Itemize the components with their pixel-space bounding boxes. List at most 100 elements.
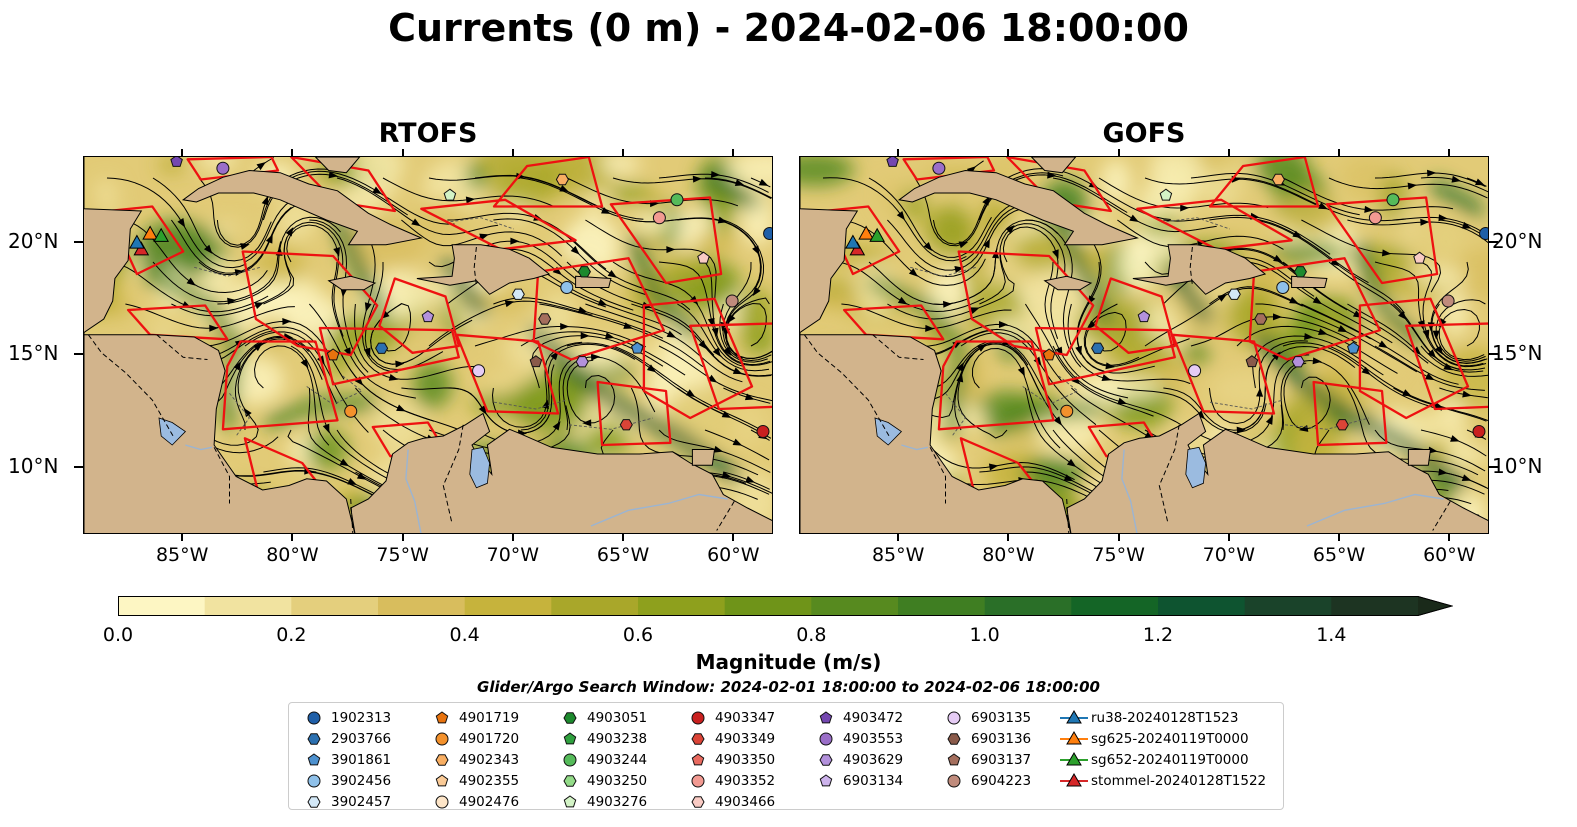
legend-marker-shape (307, 733, 321, 745)
lon-tick-label: 85°W (871, 544, 925, 566)
legend-marker-shape (819, 711, 833, 724)
panel-title-gofs: GOFS (1102, 118, 1186, 149)
legend-label: 4902476 (459, 793, 520, 810)
axis-tick-mark (1489, 240, 1498, 243)
legend-item: 6903137 (937, 749, 1031, 770)
legend-marker-shape (819, 732, 833, 746)
lat-tick-label: 20°N (8, 228, 59, 253)
legend-marker-shape (947, 711, 961, 725)
colorbar-segment (551, 596, 639, 616)
legend-label: 4901720 (459, 730, 520, 747)
argo-float-marker (1137, 310, 1151, 323)
axis-tick-mark (622, 149, 625, 156)
legend-item: 4903051 (553, 707, 647, 728)
legend-marker-shape (691, 733, 705, 745)
argo-float-marker (1091, 342, 1105, 354)
legend-marker-icon (297, 770, 331, 791)
legend-item: 6903136 (937, 728, 1031, 749)
colorbar-segment (291, 596, 379, 616)
argo-float-marker (170, 157, 183, 167)
legend-label: 4903276 (587, 793, 648, 810)
legend-marker-icon (297, 707, 331, 728)
legend-label: 4903466 (715, 793, 776, 810)
argo-float-marker (1042, 348, 1056, 361)
legend-marker-icon (937, 707, 971, 728)
glider-marker (153, 227, 170, 242)
colorbar-segment (378, 596, 466, 616)
legend-item: 4902476 (425, 791, 519, 812)
axis-tick-mark (291, 534, 294, 541)
argo-float-marker (555, 173, 569, 186)
legend-item: 4903350 (681, 749, 775, 770)
legend-marker-icon (297, 791, 331, 812)
legend-label: 4903238 (587, 730, 648, 747)
legend-marker-icon (937, 749, 971, 770)
legend-marker-shape (947, 753, 961, 766)
legend-label: stommel-20240128T1522 (1091, 772, 1267, 789)
legend-label: 6903137 (971, 751, 1032, 768)
legend-column: 4903472 4903553 4903629 6903134 (809, 707, 903, 791)
legend-marker-shape (563, 795, 577, 808)
legend-label: 6903134 (843, 772, 904, 789)
legend-label: 4903349 (715, 730, 776, 747)
axis-tick-mark (1227, 149, 1230, 156)
argo-float-marker (1479, 227, 1488, 240)
legend-item: ru38-20240128T1523 (1057, 707, 1266, 728)
legend-label: 3901861 (331, 751, 392, 768)
legend-label: 4903350 (715, 751, 776, 768)
legend-marker-shape (691, 796, 705, 808)
argo-float-marker (1188, 364, 1202, 378)
axis-tick-mark (74, 465, 83, 468)
legend-label: 4903629 (843, 751, 904, 768)
legend-marker-icon (553, 707, 587, 728)
legend-item: stommel-20240128T1522 (1057, 770, 1266, 791)
axis-tick-mark (1117, 149, 1120, 156)
colorbar-segment (724, 596, 812, 616)
legend-marker-shape (435, 711, 449, 724)
legend-marker-icon (425, 707, 459, 728)
axis-tick-mark (1007, 534, 1010, 541)
argo-float-marker (619, 419, 633, 431)
colorbar-segment (811, 596, 899, 616)
axis-tick-mark (1117, 534, 1120, 541)
argo-float-marker (421, 310, 435, 323)
glider-marker (845, 234, 861, 249)
legend-title: Glider/Argo Search Window: 2024-02-01 18… (477, 678, 1100, 696)
colorbar-segment (464, 596, 552, 616)
legend-marker-shape (819, 754, 833, 766)
legend-item: 4903244 (553, 749, 647, 770)
glider-marker (142, 225, 158, 240)
legend-item: sg625-20240119T0000 (1057, 728, 1266, 749)
colorbar-scale (118, 596, 1454, 616)
legend-marker-icon (297, 728, 331, 749)
legend-item: 4903352 (681, 770, 775, 791)
argo-float-marker (443, 188, 457, 201)
legend-marker-icon (425, 728, 459, 749)
argo-float-marker (1441, 294, 1455, 308)
legend-label: sg625-20240119T0000 (1091, 730, 1249, 747)
argo-float-marker (344, 404, 358, 418)
legend-item: 6903134 (809, 770, 903, 791)
colorbar-tick-label: 0.2 (276, 624, 307, 646)
argo-float-marker (886, 157, 899, 167)
lat-tick-label: 15°N (1492, 341, 1543, 365)
argo-float-marker (670, 193, 684, 207)
legend-column: 4903347 4903349 4903350 4903352 4903466 (681, 707, 775, 812)
lon-tick-label: 65°W (596, 544, 650, 566)
lon-tick-label: 70°W (1202, 544, 1256, 566)
land (800, 157, 1488, 533)
colorbar (118, 596, 1454, 616)
legend-marker-shape (563, 753, 577, 767)
legend-marker-shape (435, 754, 449, 766)
colorbar-segment (1331, 596, 1419, 616)
legend-column: ru38-20240128T1523 sg625-20240119T0000 sg6… (1057, 707, 1266, 791)
legend-item: 3902457 (297, 791, 391, 812)
legend-item: 4903250 (553, 770, 647, 791)
axis-tick-mark (1338, 149, 1341, 156)
isobaths (910, 217, 1369, 437)
map-panel-rtofs[interactable] (83, 156, 773, 534)
legend-item: sg652-20240119T0000 (1057, 749, 1266, 770)
axis-tick-mark (1448, 149, 1451, 156)
map-panel-gofs[interactable] (799, 156, 1489, 534)
legend-marker-icon (937, 770, 971, 791)
